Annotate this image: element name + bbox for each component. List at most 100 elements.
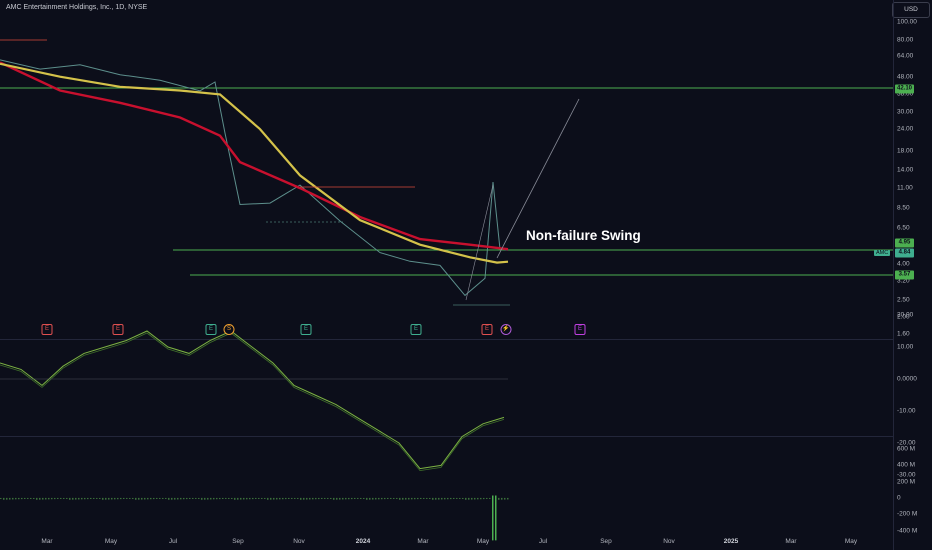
pane-separator[interactable] [0,339,893,340]
volume-bar [69,497,71,500]
upper-level-tag: 4.95 [895,238,914,248]
volume-bar [495,495,497,541]
volume-bar [141,497,143,500]
volume-bar [33,497,35,499]
volume-bar [54,497,56,500]
volume-bar [447,497,449,500]
volume-bar [288,497,290,500]
price-axis-tick: 18.00 [897,147,914,155]
time-axis-tick: Nov [663,538,675,545]
ma-slow-line [0,61,509,251]
volume-bar [42,497,44,500]
volume-bar [12,497,14,500]
price-axis-tick: 2.00 [897,313,910,321]
price-axis-tick: 11.00 [897,184,913,192]
volume-bar [51,497,53,500]
volume-bar [180,497,182,500]
price-axis-tick: 38.00 [897,90,914,98]
volume-bar [213,497,215,500]
volume-bar [66,497,68,499]
volume-axis-tick: 600 M [897,445,916,453]
price-axis-tick: 24.00 [897,125,914,133]
time-axis-tick: Nov [293,538,305,545]
volume-bar [111,497,113,500]
volume-bar [462,497,464,499]
volume-bar [216,497,218,500]
volume-bar [228,497,230,499]
volume-bar [240,497,242,500]
price-axis-tick: 4.00 [897,260,910,268]
volume-bar [315,497,317,500]
volume-bar [144,497,146,500]
earnings-event-icon[interactable]: E [481,324,493,335]
time-axis-tick: May [844,538,858,545]
oscillator-axis-tick: 20.00 [897,311,914,319]
earnings-event-icon[interactable]: E [41,324,53,335]
price-axis-tick: 1.60 [897,330,910,338]
volume-bar [18,497,20,500]
volume-bar [417,497,419,500]
volume-bar [357,497,359,499]
volume-bar [186,497,188,500]
time-axis-tick: Jul [168,538,178,545]
news-event-icon[interactable]: ⚡ [500,324,512,335]
earnings-event-icon[interactable]: E [112,324,124,335]
volume-bar [30,497,32,499]
earnings-event-icon[interactable]: E [205,324,217,335]
volume-bar [453,497,455,500]
currency-selector[interactable]: USD [892,2,930,18]
volume-bar [333,497,335,500]
volume-bar [330,497,332,499]
volume-bar [21,497,23,500]
volume-bar [39,497,41,500]
price-axis-tick: 3.20 [897,277,910,285]
volume-bar [438,497,440,500]
volume-bar [426,497,428,499]
volume-bar [351,497,353,500]
volume-bar [231,497,233,499]
volume-bar [99,497,101,499]
volume-bar [147,497,149,500]
volume-bar [294,497,296,499]
volume-bar [492,495,494,541]
annotation-label[interactable]: Non-failure Swing [526,228,641,243]
time-axis-tick: Mar [41,538,53,545]
time-axis-tick: Sep [600,538,612,545]
volume-bar [252,497,254,500]
volume-bar [504,497,506,500]
earnings-event-icon[interactable]: E [574,324,586,335]
volume-bar [270,497,272,500]
volume-bar [471,497,473,500]
volume-bar [0,497,2,499]
volume-bar [36,497,38,500]
price-axis-tick: 30.00 [897,108,914,116]
volume-bar [48,497,50,500]
time-axis-tick: Jul [538,538,548,545]
volume-bar [414,497,416,500]
earnings-event-icon[interactable]: E [410,324,422,335]
volume-bars [0,495,509,541]
volume-bar [153,497,155,500]
volume-bar [174,497,176,500]
volume-bar [411,497,413,500]
price-axis-tick: 100.00 [897,18,917,26]
earnings-event-icon[interactable]: E [300,324,312,335]
split-event-icon[interactable]: S [223,324,235,335]
volume-bar [360,497,362,499]
volume-bar [273,497,275,500]
volume-bar [444,497,446,500]
volume-bar [159,497,161,499]
volume-bar [486,497,488,500]
volume-bar [435,497,437,500]
volume-bar [468,497,470,500]
volume-bar [279,497,281,500]
volume-bar [267,497,269,500]
volume-bar [201,497,203,500]
volume-bar [339,497,341,500]
time-axis-tick: Mar [417,538,429,545]
resistance-level-tag: 42.10 [895,84,914,94]
volume-bar [405,497,407,500]
volume-bar [60,497,62,499]
pane-separator[interactable] [0,436,893,437]
